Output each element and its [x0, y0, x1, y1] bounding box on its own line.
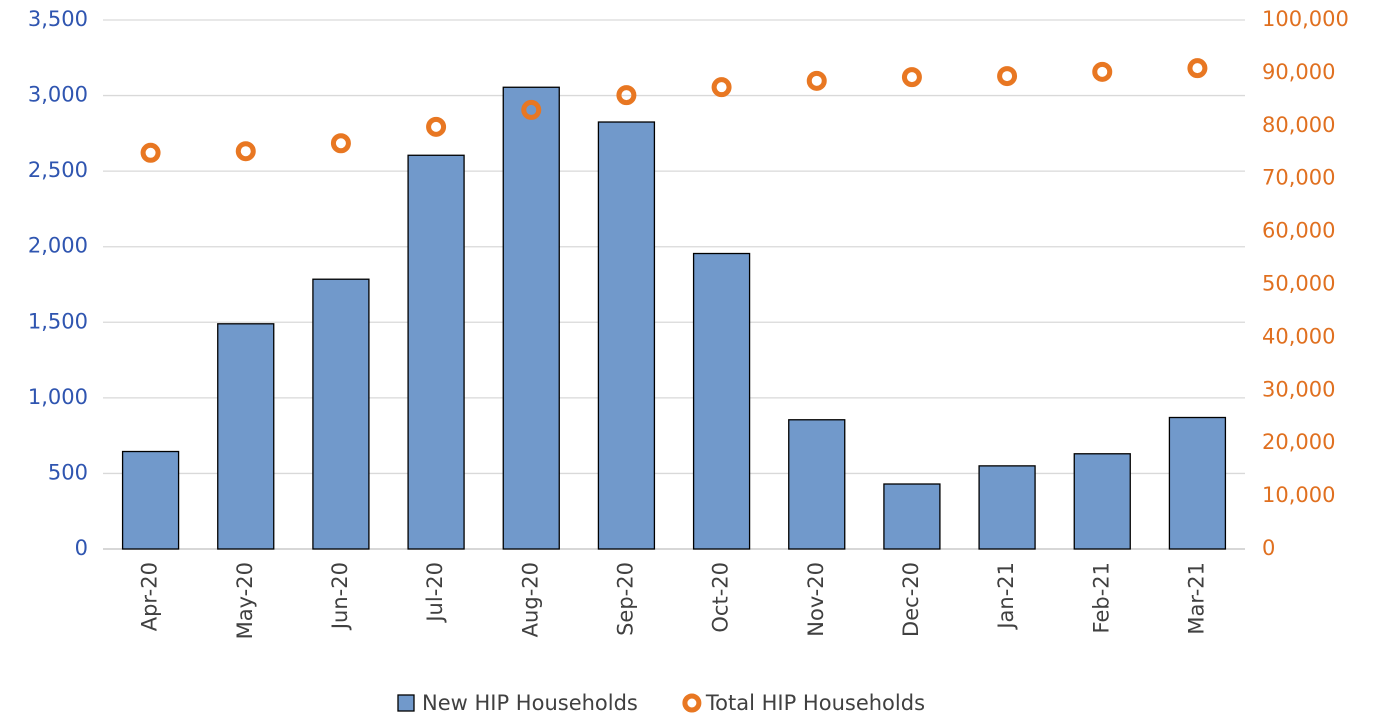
bar — [1073, 453, 1131, 550]
legend-label: New HIP Households — [422, 691, 638, 715]
y2-tick-label: 40,000 — [1262, 324, 1335, 348]
y2-tick-label: 30,000 — [1262, 377, 1335, 401]
x-tick-label: Dec-20 — [899, 562, 923, 637]
y2-tick-label: 60,000 — [1262, 219, 1335, 243]
x-tick-label: Jun-20 — [328, 562, 352, 631]
legend-swatch — [397, 694, 415, 712]
x-tick-label: Mar-21 — [1184, 562, 1208, 635]
dot — [140, 142, 161, 163]
dot — [997, 66, 1018, 87]
x-tick-label: Feb-21 — [1089, 562, 1113, 633]
y2-tick-label: 0 — [1262, 536, 1275, 560]
y2-tick-label: 100,000 — [1262, 7, 1349, 31]
y-tick-label: 3,000 — [28, 83, 88, 107]
dot — [806, 70, 827, 91]
bar — [502, 86, 560, 550]
y-tick-label: 2,500 — [28, 158, 88, 182]
y2-tick-label: 80,000 — [1262, 113, 1335, 137]
y2-tick-label: 90,000 — [1262, 60, 1335, 84]
bar — [597, 121, 656, 550]
y-tick-label: 1,000 — [28, 385, 88, 409]
bar — [692, 252, 751, 550]
legend-swatch — [682, 693, 702, 713]
y2-tick-label: 20,000 — [1262, 430, 1335, 454]
dot — [616, 85, 637, 106]
bar — [121, 450, 180, 550]
y2-tick-label: 70,000 — [1262, 166, 1335, 190]
x-tick-label: Aug-20 — [518, 562, 542, 637]
x-tick-label: Jul-20 — [423, 562, 447, 624]
dot — [426, 116, 447, 137]
x-tick-label: May-20 — [233, 562, 257, 639]
bar — [1168, 416, 1227, 550]
bar — [217, 323, 275, 550]
bar — [407, 154, 465, 550]
dot — [711, 77, 732, 98]
y2-tick-label: 50,000 — [1262, 272, 1335, 296]
bar — [312, 278, 370, 550]
bar — [788, 419, 846, 550]
bar — [883, 483, 941, 550]
y-tick-label: 500 — [48, 460, 88, 484]
y-tick-label: 3,500 — [28, 7, 88, 31]
y-tick-label: 0 — [75, 536, 88, 560]
y-tick-label: 1,500 — [28, 309, 88, 333]
y-tick-label: 2,000 — [28, 234, 88, 258]
dot — [330, 133, 351, 154]
x-tick-label: Jan-21 — [994, 562, 1018, 631]
legend-label: Total HIP Households — [705, 691, 925, 715]
dot — [235, 141, 256, 162]
dot — [521, 99, 542, 120]
bar — [978, 465, 1036, 550]
x-tick-label: Nov-20 — [804, 562, 828, 637]
x-tick-label: Oct-20 — [709, 562, 733, 633]
dot — [1092, 61, 1113, 82]
x-tick-label: Sep-20 — [613, 562, 637, 636]
dot — [901, 67, 922, 88]
x-tick-label: Apr-20 — [138, 562, 162, 631]
y2-tick-label: 10,000 — [1262, 483, 1335, 507]
dot — [1187, 58, 1208, 79]
